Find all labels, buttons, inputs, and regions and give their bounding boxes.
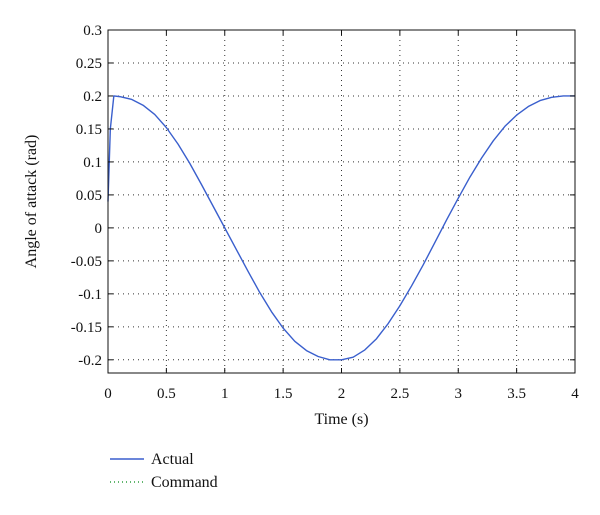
y-tick-label: 0.25 [76,56,102,72]
grid-layer [108,29,575,373]
y-tick-label: -0.1 [78,287,102,303]
x-tick-label: 4 [571,386,579,402]
x-tick-label: 2.5 [391,386,410,402]
y-tick-label: 0.1 [83,155,102,171]
series-line-actual [107,95,575,361]
legend-label-actual: Actual [151,451,194,468]
tick-labels-layer: 0 0.5 1 1.5 2 2.5 3 3.5 4 -0.2 -0.15 -0.1 -0.05 0 0.05… [71,23,580,402]
x-tick-label: 3.5 [507,386,526,402]
legend: Actual Command [110,451,218,491]
y-tick-label: 0.15 [76,122,102,138]
y-tick-label: 0.2 [83,89,102,105]
x-axis-label: Time (s) [314,411,368,428]
y-tick-label: -0.2 [78,353,102,369]
x-tick-label: 0 [104,386,112,402]
y-tick-label: -0.05 [71,254,102,270]
x-tick-label: 1.5 [274,386,293,402]
legend-label-command: Command [151,474,218,491]
ticks-layer [107,29,576,373]
y-tick-label: 0.05 [76,188,102,204]
y-axis-label: Angle of attack (rad) [23,135,40,269]
x-tick-label: 0.5 [157,386,176,402]
x-tick-label: 1 [221,386,229,402]
y-tick-label: 0 [95,221,103,237]
y-tick-label: 0.3 [83,23,102,39]
x-tick-label: 3 [455,386,463,402]
x-tick-label: 2 [338,386,346,402]
y-tick-label: -0.15 [71,320,102,336]
series-layer [107,95,575,361]
